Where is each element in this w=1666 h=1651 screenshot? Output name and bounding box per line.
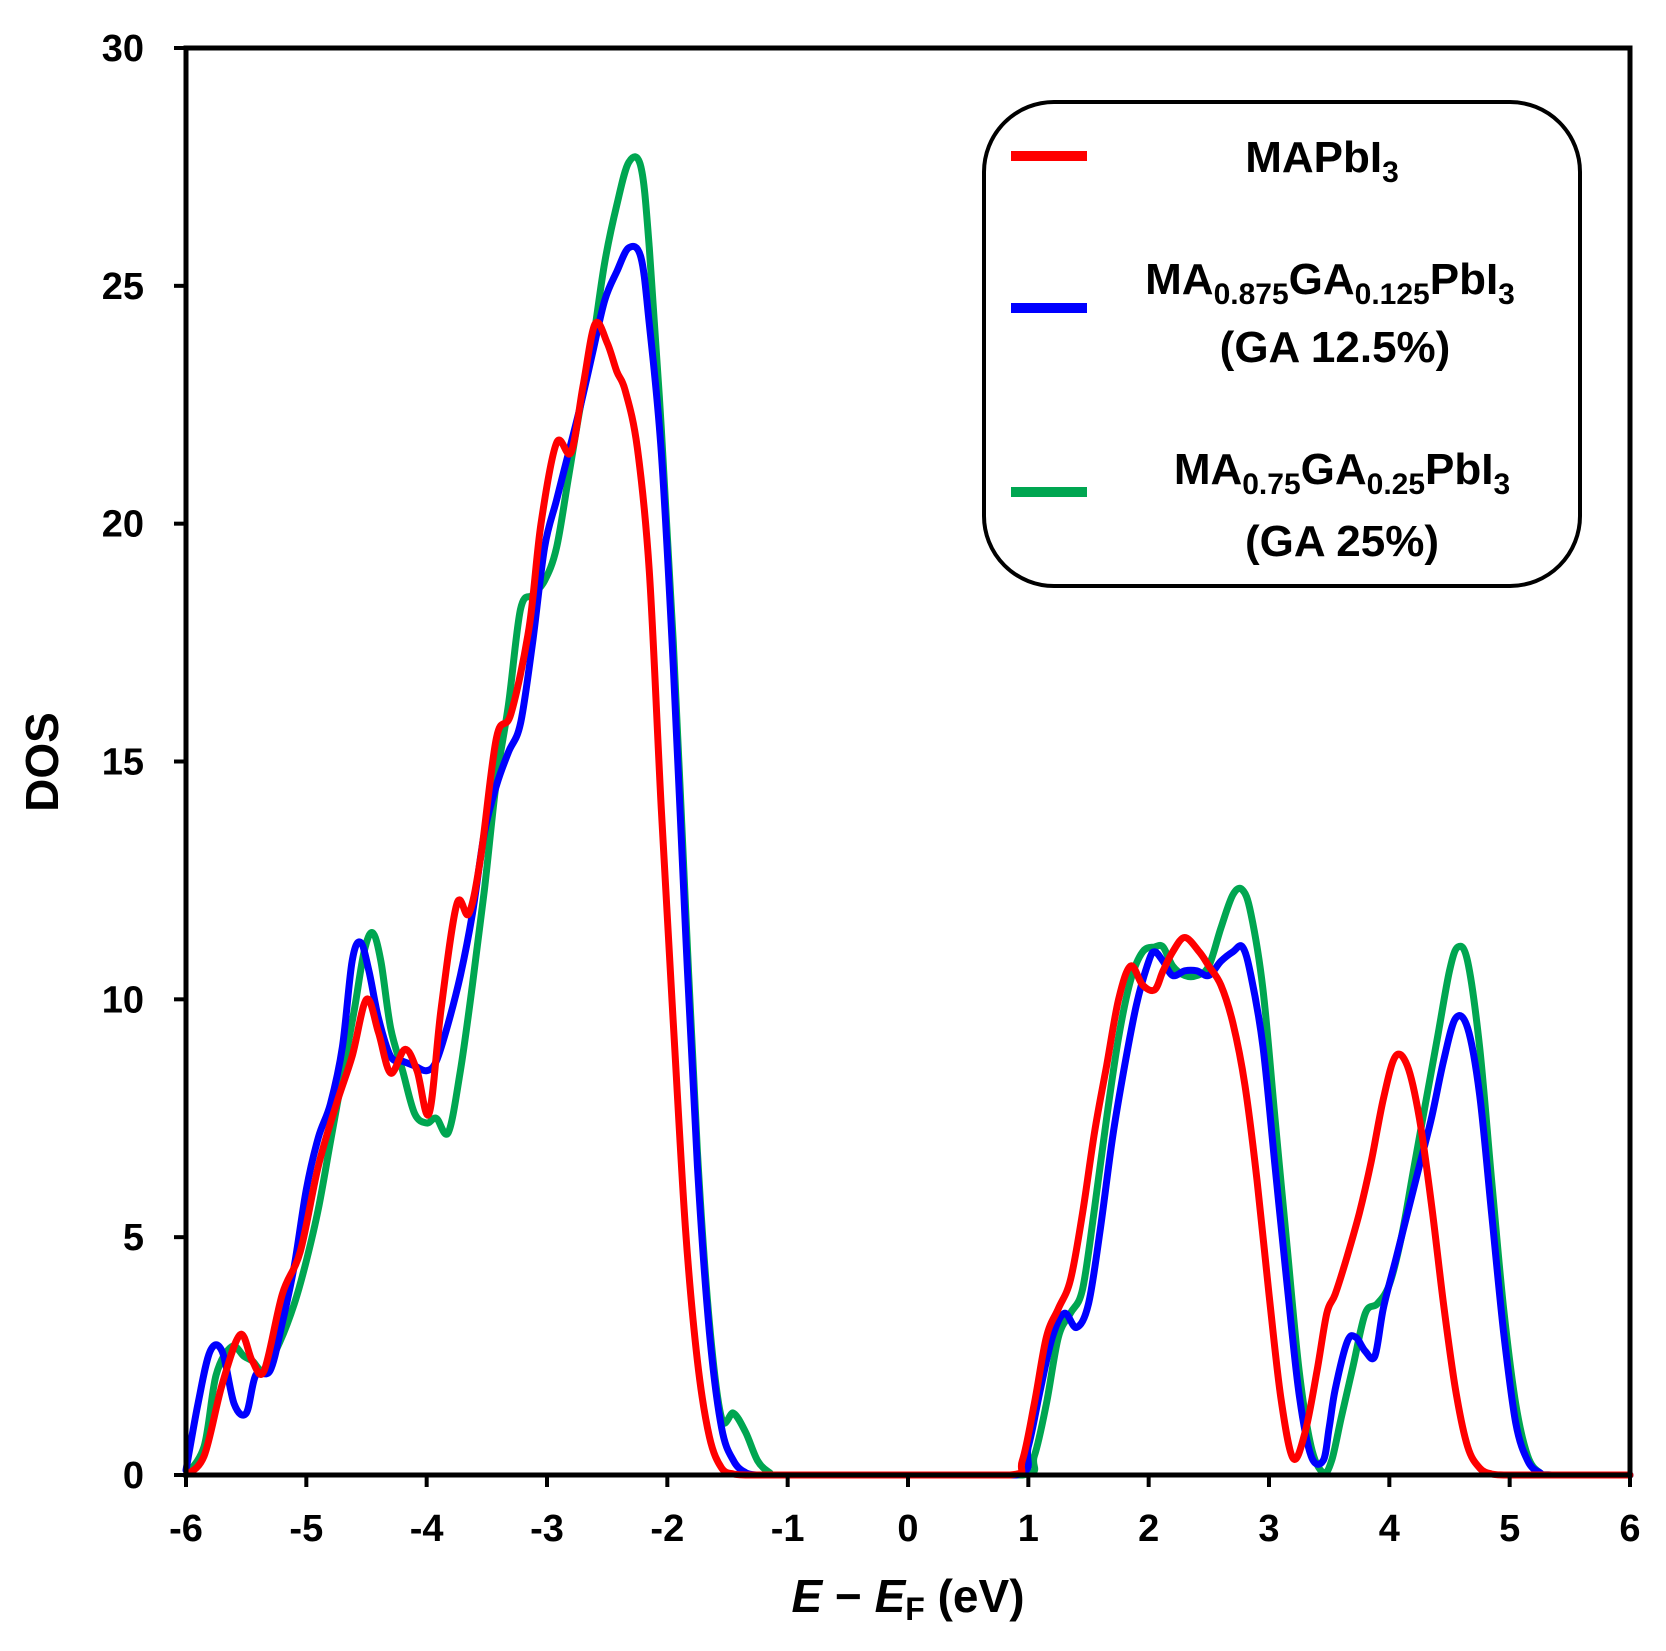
- legend-label-ga-25: MA0.75GA0.25PbI3: [1174, 445, 1510, 501]
- x-tick-label: 4: [1379, 1508, 1400, 1550]
- legend-label-mapbi3: MAPbI3: [1245, 133, 1399, 189]
- y-axis-title: DOS: [16, 712, 68, 812]
- axis-ticks: -6 -5 -4 -3 -2 -1 0 1 2 3 4 5 6 0 5 10 15 20 25 30: [102, 28, 1641, 1550]
- legend-sublabel-ga-25: (GA 25%): [1245, 517, 1439, 566]
- x-tick-label: 1: [1018, 1508, 1039, 1550]
- x-tick-label: 5: [1499, 1508, 1520, 1550]
- legend-sublabel-ga-12-5: (GA 12.5%): [1220, 323, 1451, 372]
- y-tick-label: 30: [102, 28, 144, 70]
- x-tick-label: -3: [530, 1508, 564, 1550]
- x-tick-label: -6: [169, 1508, 203, 1550]
- legend-box: [982, 100, 1582, 588]
- legend: MAPbI3 MA0.875GA0.125PbI3 (GA 12.5%) MA0…: [982, 100, 1582, 588]
- y-tick-label: 20: [102, 504, 144, 546]
- y-tick-label: 15: [102, 742, 144, 784]
- y-tick-label: 10: [102, 979, 144, 1021]
- x-tick-label: -2: [650, 1508, 684, 1550]
- y-tick-label: 5: [123, 1217, 144, 1259]
- x-tick-label: -1: [771, 1508, 805, 1550]
- x-tick-label: 0: [897, 1508, 918, 1550]
- x-tick-label: 2: [1138, 1508, 1159, 1550]
- y-tick-label: 0: [123, 1455, 144, 1497]
- x-tick-label: 3: [1258, 1508, 1279, 1550]
- x-axis-title: E − EF (eV): [791, 1570, 1024, 1627]
- x-tick-label: 6: [1619, 1508, 1640, 1550]
- y-tick-label: 25: [102, 266, 144, 308]
- x-tick-label: -5: [289, 1508, 323, 1550]
- x-tick-label: -4: [410, 1508, 444, 1550]
- legend-label-ga-12-5: MA0.875GA0.125PbI3: [1145, 255, 1515, 311]
